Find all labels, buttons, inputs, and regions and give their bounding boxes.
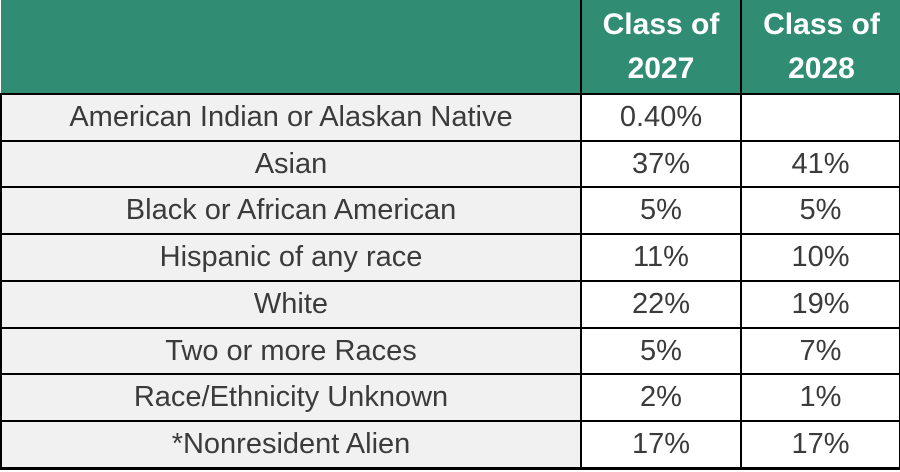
row-label: Hispanic of any race: [0, 233, 582, 282]
value-2027: 37%: [580, 139, 742, 189]
header-class-of-2027: Class of 2027: [580, 0, 741, 95]
row-label: American Indian or Alaskan Native: [0, 93, 582, 142]
header-empty-cell: [1, 0, 581, 95]
table-row: White 22% 19%: [0, 279, 900, 329]
table-row: Black or African American 5% 5%: [0, 186, 900, 236]
table-row: *Nonresident Alien 17% 17%: [0, 420, 900, 471]
value-2028: 5%: [740, 186, 900, 236]
row-label: White: [0, 279, 582, 329]
table-row: American Indian or Alaskan Native 0.40%: [0, 93, 900, 142]
value-2027: 2%: [580, 373, 742, 423]
value-2027: 17%: [580, 420, 742, 471]
value-2028: 19%: [740, 279, 900, 329]
value-2028: 17%: [740, 420, 900, 471]
value-2027: 0.40%: [580, 93, 742, 142]
value-2028: 41%: [740, 139, 900, 189]
table-row: Hispanic of any race 11% 10%: [0, 233, 900, 282]
row-label: Black or African American: [0, 186, 582, 236]
table-body: American Indian or Alaskan Native 0.40% …: [0, 93, 900, 471]
value-2027: 5%: [580, 186, 742, 236]
row-label: Two or more Races: [0, 326, 582, 376]
row-label: Race/Ethnicity Unknown: [0, 373, 582, 423]
table-row: Asian 37% 41%: [0, 139, 900, 189]
value-2027: 11%: [580, 233, 742, 282]
row-label: Asian: [0, 139, 582, 189]
header-row: Class of 2027 Class of 2028: [1, 0, 900, 95]
value-2028: 7%: [740, 326, 900, 376]
table-header: Class of 2027 Class of 2028: [1, 0, 900, 95]
table-row: Two or more Races 5% 7%: [0, 326, 900, 376]
table-row: Race/Ethnicity Unknown 2% 1%: [0, 373, 900, 423]
value-2028: 1%: [740, 373, 900, 423]
value-2028: [740, 93, 900, 142]
header-class-of-2028: Class of 2028: [740, 0, 900, 95]
value-2027: 5%: [580, 326, 742, 376]
value-2027: 22%: [580, 279, 742, 329]
row-label: *Nonresident Alien: [0, 420, 582, 471]
value-2028: 10%: [740, 233, 900, 282]
